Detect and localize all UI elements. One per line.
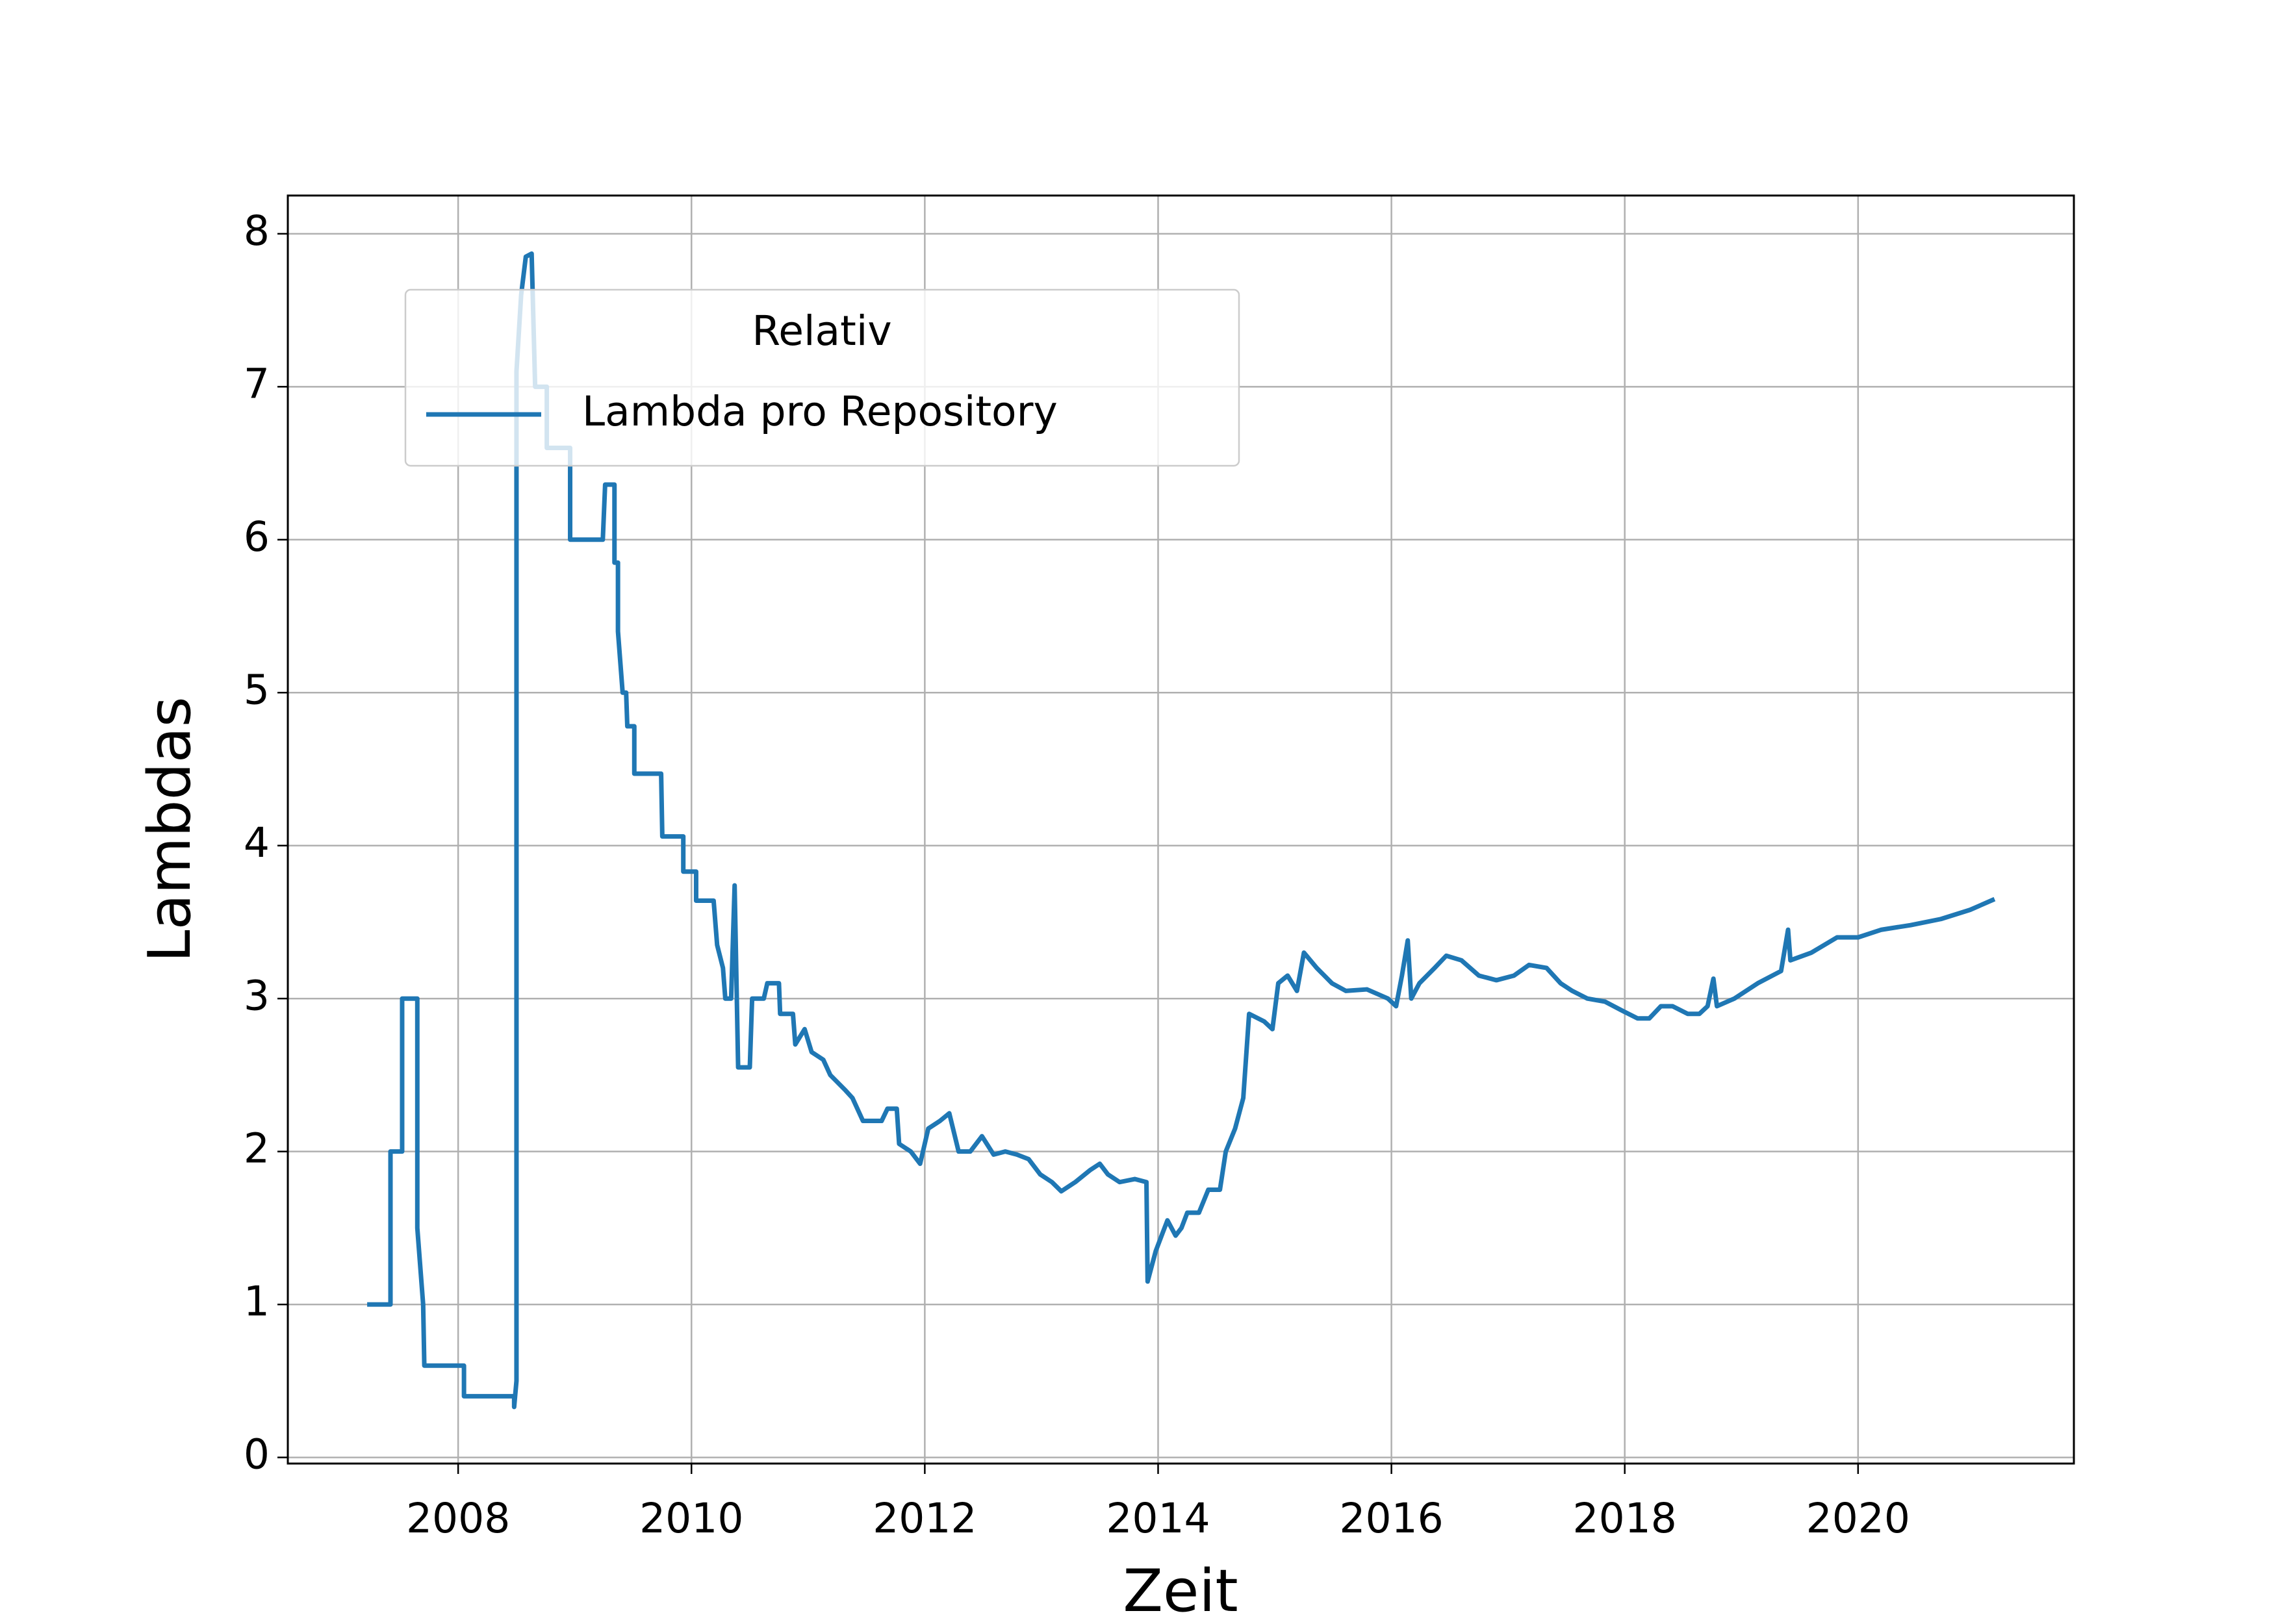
y-tick-label: 4 xyxy=(244,819,270,867)
legend-box xyxy=(404,288,1240,467)
x-axis-label: Zeit xyxy=(1123,1557,1238,1624)
x-tick-label: 2018 xyxy=(1573,1495,1677,1542)
y-tick-label: 8 xyxy=(244,207,270,255)
y-tick-label: 7 xyxy=(244,360,270,407)
y-tick-label: 0 xyxy=(244,1431,270,1478)
y-axis-label: Lambdas xyxy=(136,696,204,962)
axes-frame xyxy=(287,194,2075,1465)
y-tick-label: 6 xyxy=(244,513,270,561)
y-tick-label: 3 xyxy=(244,972,270,1019)
y-tick-label: 2 xyxy=(244,1125,270,1173)
x-tick-label: 2010 xyxy=(639,1495,743,1542)
x-tick-label: 2012 xyxy=(873,1495,977,1542)
legend-label: Lambda pro Repository xyxy=(582,388,1058,435)
y-tick-label: 1 xyxy=(244,1278,270,1325)
x-tick-label: 2016 xyxy=(1339,1495,1443,1542)
legend-title: Relativ xyxy=(752,307,891,355)
data-line xyxy=(367,251,1996,1410)
x-tick-label: 2020 xyxy=(1806,1495,1910,1542)
x-tick-label: 2008 xyxy=(406,1495,510,1542)
legend: Relativ Lambda pro Repository xyxy=(404,288,1240,467)
x-tick-label: 2014 xyxy=(1106,1495,1210,1542)
y-tick-label: 5 xyxy=(244,666,270,713)
